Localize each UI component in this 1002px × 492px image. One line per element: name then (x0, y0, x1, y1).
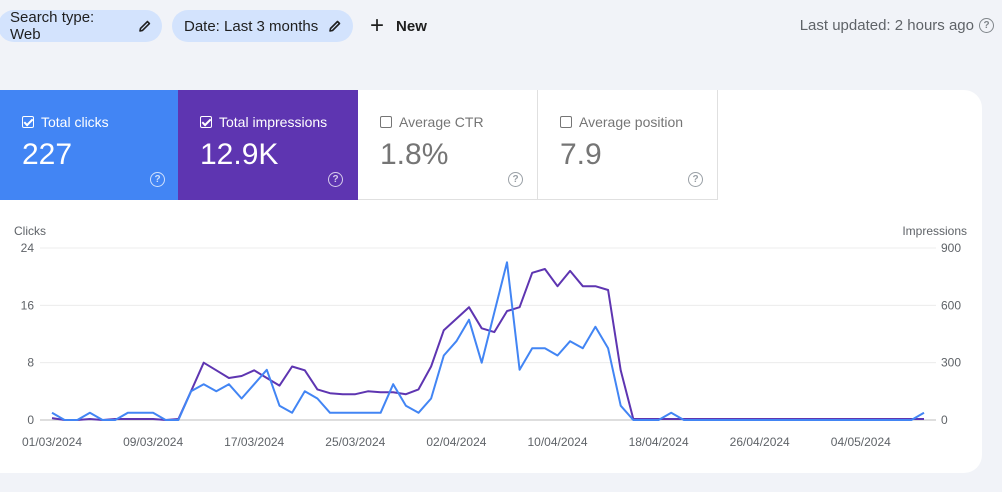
help-circle-icon[interactable]: ? (979, 18, 994, 33)
x-axis-tick: 01/03/2024 (22, 435, 82, 449)
help-circle-icon[interactable]: ? (150, 172, 165, 187)
new-filter-label: New (396, 17, 427, 35)
total-impressions-metric-tab[interactable]: Total impressions 12.9K ? (178, 90, 358, 200)
help-circle-icon[interactable]: ? (688, 172, 703, 187)
average-position-metric-tab[interactable]: Average position 7.9 ? (538, 90, 718, 200)
checkbox-icon[interactable] (22, 116, 34, 128)
date-filter-chip[interactable]: Date: Last 3 months (172, 10, 353, 42)
average-ctr-metric-tab[interactable]: Average CTR 1.8% ? (358, 90, 538, 200)
total-clicks-value: 227 (22, 138, 73, 171)
checkbox-icon[interactable] (200, 116, 212, 128)
right-axis-tick: 900 (941, 241, 961, 255)
average-ctr-value: 1.8% (380, 138, 449, 171)
search-type-filter-chip[interactable]: Search type: Web (0, 9, 162, 43)
left-axis-tick: 8 (27, 356, 34, 370)
left-axis-tick: 0 (27, 413, 34, 427)
plus-icon: + (370, 12, 385, 39)
performance-chart: Clicks Impressions 0 0 8 300 16 600 24 900 01/03/2… (14, 224, 967, 449)
right-axis-title: Impressions (902, 224, 967, 238)
series-line-clicks (51, 261, 925, 421)
left-axis-title: Clicks (14, 224, 46, 238)
performance-card: Total clicks 227 ? Total impressions 12.… (0, 90, 982, 473)
checkbox-icon[interactable] (380, 116, 392, 128)
new-filter-button[interactable]: + New (370, 12, 427, 40)
x-axis-tick: 09/03/2024 (123, 435, 183, 449)
x-axis-tick: 02/04/2024 (426, 435, 486, 449)
help-circle-icon[interactable]: ? (328, 172, 343, 187)
total-clicks-label: Total clicks (41, 114, 109, 130)
help-circle-icon[interactable]: ? (508, 172, 523, 187)
left-axis-tick: 24 (21, 241, 35, 255)
x-axis-tick: 18/04/2024 (629, 435, 689, 449)
edit-pencil-icon (329, 20, 341, 32)
last-updated-text: Last updated: 2 hours ago (799, 17, 974, 34)
right-axis-tick: 600 (941, 298, 961, 312)
average-position-label: Average position (579, 114, 684, 130)
edit-pencil-icon (139, 20, 151, 32)
average-position-value: 7.9 (560, 138, 602, 171)
date-filter-label: Date: Last 3 months (184, 17, 319, 35)
x-axis-tick: 26/04/2024 (730, 435, 790, 449)
left-axis-tick: 16 (21, 298, 35, 312)
x-axis-tick: 17/03/2024 (224, 435, 284, 449)
right-axis-tick: 300 (941, 356, 961, 370)
search-type-filter-label: Search type: Web (10, 9, 95, 43)
series-line-impressions (51, 268, 924, 421)
right-axis-tick: 0 (941, 413, 948, 427)
x-axis-tick: 10/04/2024 (527, 435, 587, 449)
total-impressions-value: 12.9K (200, 138, 279, 171)
total-impressions-label: Total impressions (219, 114, 328, 130)
total-clicks-metric-tab[interactable]: Total clicks 227 ? (0, 90, 180, 200)
x-axis-tick: 04/05/2024 (831, 435, 891, 449)
x-axis-tick: 25/03/2024 (325, 435, 385, 449)
last-updated-status: Last updated: 2 hours ago ? (800, 17, 994, 34)
average-ctr-label: Average CTR (399, 114, 484, 130)
checkbox-icon[interactable] (560, 116, 572, 128)
